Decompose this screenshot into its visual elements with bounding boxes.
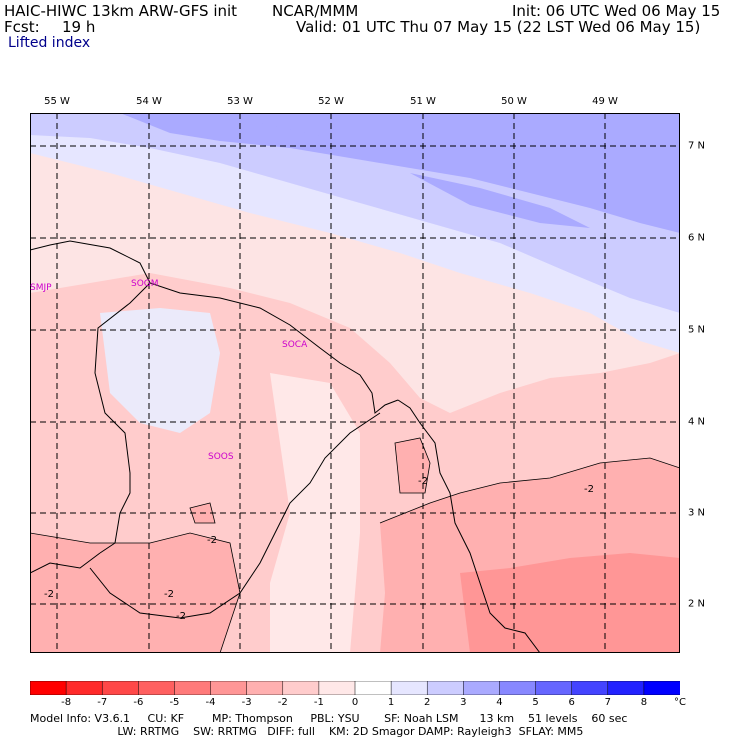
colorbar-segment: [463, 681, 501, 695]
colorbar-segment: [246, 681, 284, 695]
colorbar-tick-label: -1: [313, 697, 324, 708]
colorbar-segment: [499, 681, 537, 695]
contour-label: -2: [207, 535, 217, 546]
colorbar-tick-label: 6: [568, 697, 575, 708]
map-frame: [30, 113, 680, 653]
lat-label-5n: 5 N: [688, 324, 706, 336]
contour-label: -2: [176, 611, 186, 622]
colorbar-segment: [318, 681, 356, 695]
colorbar-segment: [101, 681, 140, 695]
li-band-plus3-streak-1: [160, 118, 350, 153]
li-band-minus3: [460, 553, 680, 653]
contour-minus2-small: [189, 502, 216, 524]
colorbar-segment: [571, 681, 609, 695]
model-info-line2: LW: RRTMG SW: RRTMG DIFF: full KM: 2D Sm…: [30, 725, 584, 738]
colorbar-tick-label: -2: [277, 697, 288, 708]
contour-label: -2: [584, 484, 594, 495]
lon-label-53w: 53 W: [227, 96, 253, 107]
colorbar-segment: [643, 681, 680, 695]
border-southwest: [30, 552, 101, 574]
border-suriname-french-guiana: [94, 282, 151, 554]
colorbar-tick-label: -5: [169, 697, 180, 708]
colorbar-segment: [607, 681, 645, 695]
lat-label-6n: 6 N: [688, 232, 706, 244]
station-sogm: SOGM: [131, 279, 159, 289]
lat-label-4n: 4 N: [688, 416, 706, 428]
li-band-minus2-west: [30, 533, 240, 653]
colorbar-tick-label: 5: [532, 697, 539, 708]
contour-label: -2: [164, 589, 174, 600]
colorbar-tick-label: 3: [460, 697, 467, 708]
colorbar-segment: [138, 681, 176, 695]
li-band-plus3: [120, 113, 680, 233]
lifted-index-map: [30, 113, 680, 653]
li-band-plus3-streak-2: [410, 173, 590, 228]
init-time: Init: 06 UTC Wed 06 May 15: [512, 2, 721, 20]
contour-minus2-east: [379, 457, 680, 524]
field-name: Lifted index: [8, 35, 91, 51]
colorbar-segment: [535, 681, 573, 695]
li-band-zero-pocket: [100, 308, 220, 433]
lon-label-54w: 54 W: [136, 96, 162, 107]
model-info-line1: Model Info: V3.6.1 CU: KF MP: Thompson P…: [30, 712, 628, 725]
colorbar-tick-label: 0: [351, 697, 359, 708]
colorbar-tick-label: 8: [640, 697, 648, 708]
lat-label-3n: 3 N: [688, 507, 706, 519]
li-band-minus2-cell: [395, 438, 430, 493]
colorbar-segment: [282, 681, 320, 695]
station-soca: SOCA: [282, 340, 308, 350]
forecast-hour: 19 h: [62, 18, 96, 36]
center-label: NCAR/MMM: [272, 2, 359, 20]
colorbar: [30, 681, 680, 695]
colorbar-segment: [210, 681, 248, 695]
colorbar-segment: [390, 681, 428, 695]
contour-label: -2: [418, 476, 428, 487]
colorbar-tick-label: 7: [604, 697, 611, 708]
colorbar-tick-label: -8: [61, 697, 72, 708]
colorbar-segment: [30, 681, 67, 695]
lon-label-51w: 51 W: [410, 96, 436, 107]
contour-minus2-cell: [394, 437, 431, 494]
colorbar-segment: [354, 681, 392, 695]
colorbar-tick-label: -6: [133, 697, 144, 708]
lat-label-2n: 2 N: [688, 598, 706, 610]
colorbar-tick-label: 1: [387, 697, 395, 708]
forecast-label: Fcst:: [4, 18, 40, 36]
model-title: HAIC-HIWC 13km ARW-GFS init: [4, 2, 238, 20]
colorbar-tick-label: 2: [424, 697, 431, 708]
lon-label-50w: 50 W: [501, 96, 527, 107]
lon-label-55w: 55 W: [44, 96, 70, 107]
colorbar-tick-label: -4: [205, 697, 216, 708]
lat-label-7n: 7 N: [688, 140, 706, 152]
lon-label-49w: 49 W: [592, 96, 618, 107]
border-french-guiana-brazil: [89, 412, 381, 619]
colorbar-unit: °C: [674, 697, 686, 708]
colorbar-tick-label: 4: [496, 697, 503, 708]
coastline-amapa: [397, 399, 541, 653]
graticule: [30, 113, 680, 653]
colorbar-segment: [65, 681, 103, 695]
lon-label-52w: 52 W: [318, 96, 344, 107]
contour-label: -2: [44, 589, 54, 600]
colorbar-segment: [174, 681, 212, 695]
colorbar-segment: [426, 681, 465, 695]
station-soos: SOOS: [208, 452, 234, 462]
colorbar-tick-label: -7: [97, 697, 108, 708]
station-smjp: SMJP: [30, 283, 52, 293]
coastline: [30, 240, 399, 414]
valid-time: Valid: 01 UTC Thu 07 May 15 (22 LST Wed …: [296, 18, 701, 36]
colorbar-tick-label: -3: [241, 697, 252, 708]
